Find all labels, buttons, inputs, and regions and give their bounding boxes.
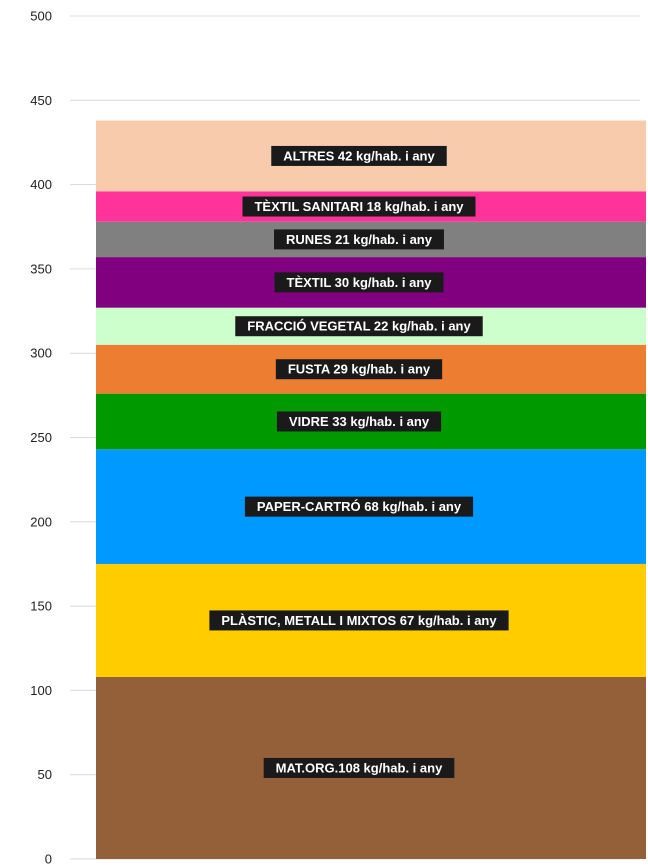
y-tick-label: 0 <box>45 852 52 865</box>
segment-data-label: TÈXTIL 30 kg/hab. i any <box>274 272 444 293</box>
segment-data-label: PLÀSTIC, METALL I MIXTOS 67 kg/hab. i an… <box>209 610 509 631</box>
segment-label-text: TÈXTIL SANITARI 18 kg/hab. i any <box>254 199 464 214</box>
segment-data-label: PAPER-CARTRÓ 68 kg/hab. i any <box>244 496 474 517</box>
y-tick-label: 500 <box>30 9 52 24</box>
segment-label-box <box>276 411 442 432</box>
segment-label-text: TÈXTIL 30 kg/hab. i any <box>287 275 433 290</box>
segment-label-box <box>263 757 455 778</box>
segment-data-label: FRACCIÓ VEGETAL 22 kg/hab. i any <box>235 316 483 337</box>
segment-label-text: FRACCIÓ VEGETAL 22 kg/hab. i any <box>247 319 471 334</box>
y-tick-label: 400 <box>30 177 52 192</box>
y-tick-label: 300 <box>30 346 52 361</box>
segment-data-label: ALTRES 42 kg/hab. i any <box>271 145 447 166</box>
y-axis: 0 50 100 150 200 250 300 350 400 450 500 <box>30 9 52 865</box>
y-tick-label: 150 <box>30 599 52 614</box>
y-tick-label: 200 <box>30 514 52 529</box>
segment-label-box <box>235 316 483 337</box>
y-tick-label: 100 <box>30 683 52 698</box>
segment-labels: MAT.ORG.108 kg/hab. i any PLÀSTIC, METALL… <box>209 145 509 778</box>
segment-label-box <box>242 196 476 217</box>
segment-data-label: TÈXTIL SANITARI 18 kg/hab. i any <box>242 196 476 217</box>
segment-label-box <box>274 229 444 250</box>
segment-label-text: PAPER-CARTRÓ 68 kg/hab. i any <box>257 499 462 514</box>
segment-label-text: MAT.ORG.108 kg/hab. i any <box>276 760 443 775</box>
segment-data-label: MAT.ORG.108 kg/hab. i any <box>263 757 455 778</box>
segment-data-label: VIDRE 33 kg/hab. i any <box>276 411 442 432</box>
segment-label-text: ALTRES 42 kg/hab. i any <box>283 148 435 163</box>
segment-label-box <box>244 496 474 517</box>
segment-data-label: FUSTA 29 kg/hab. i any <box>275 359 443 380</box>
segment-label-text: RUNES 21 kg/hab. i any <box>286 232 433 247</box>
y-tick-label: 350 <box>30 261 52 276</box>
segment-label-text: FUSTA 29 kg/hab. i any <box>288 362 431 377</box>
segment-label-box <box>209 610 509 631</box>
segment-data-label: RUNES 21 kg/hab. i any <box>274 229 444 250</box>
segment-label-text: PLÀSTIC, METALL I MIXTOS 67 kg/hab. i an… <box>221 613 497 628</box>
segment-label-box <box>274 272 444 293</box>
segment-label-text: VIDRE 33 kg/hab. i any <box>289 414 430 429</box>
segment-label-box <box>271 145 447 166</box>
segment-label-box <box>275 359 443 380</box>
y-tick-label: 250 <box>30 430 52 445</box>
y-tick-label: 450 <box>30 93 52 108</box>
y-tick-label: 50 <box>38 767 52 782</box>
